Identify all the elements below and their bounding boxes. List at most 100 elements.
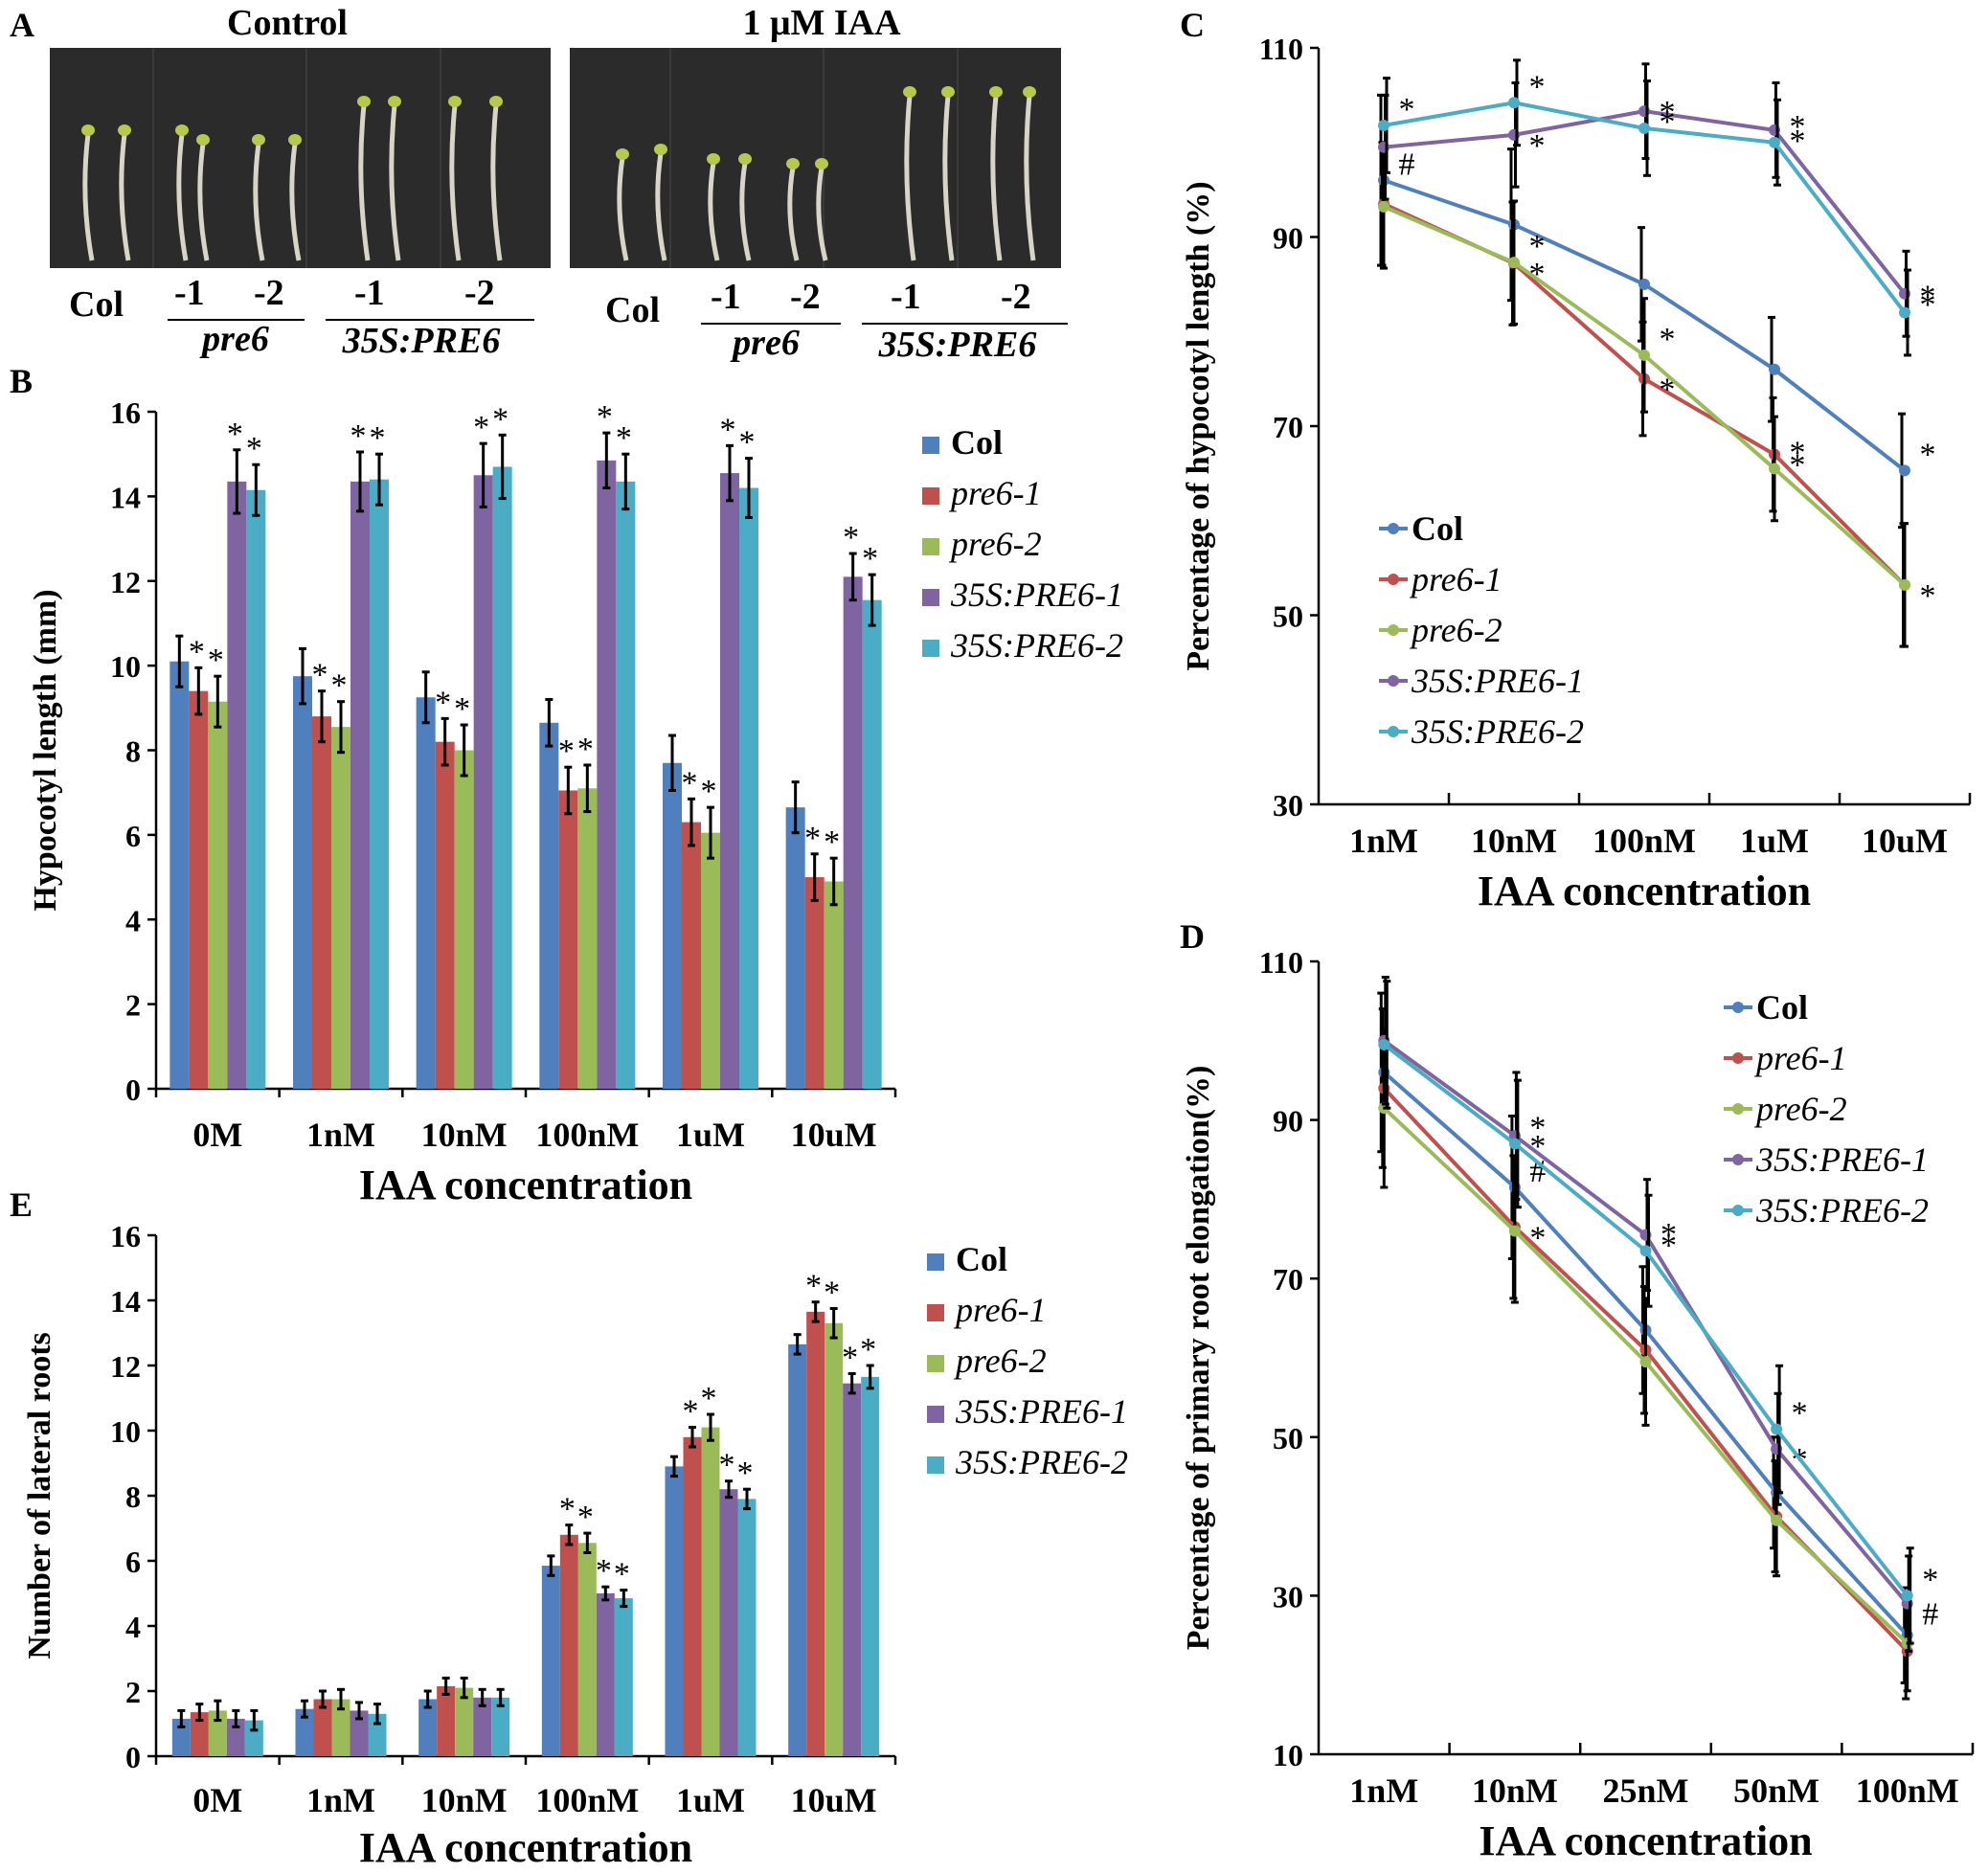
- chart-b-category-label: 10uM: [791, 1116, 877, 1154]
- chart-e-category-label: 10uM: [791, 1781, 877, 1819]
- chart-c-significance-mark: *: [1790, 109, 1806, 145]
- chart-c-point-35s-pre6-2: [1508, 97, 1520, 109]
- chart-c-y-tick-label: 50: [1273, 599, 1303, 634]
- chart-e-bar-pre6-2: [331, 1699, 350, 1756]
- photo-control: [50, 48, 551, 268]
- chart-c-significance-mark: #: [1399, 147, 1415, 182]
- chart-d-significance-mark: *: [1660, 1229, 1677, 1264]
- seedling-stem: [82, 133, 95, 261]
- chart-e-legend-swatch: [927, 1406, 944, 1423]
- chart-b-bar-pre6-1: [312, 716, 331, 1089]
- chart-b-category-label: 1uM: [676, 1116, 745, 1154]
- photo-title-control: Control: [227, 3, 348, 43]
- seedling-cotyledon: [989, 86, 1003, 98]
- chart-e-legend-label: Col: [956, 1240, 1007, 1278]
- seedling-cotyledon: [1023, 86, 1036, 98]
- chart-b-bar-35s-pre6-2: [739, 487, 758, 1090]
- seedling-stem: [739, 162, 752, 261]
- chart-d-legend-marker: [1732, 1052, 1744, 1064]
- seedling-stem: [490, 104, 503, 261]
- chart-e-y-tick-label: 10: [110, 1414, 141, 1449]
- chart-d-point-pre6-2: [1771, 1514, 1783, 1526]
- chart-b-legend-swatch: [922, 640, 939, 657]
- chart-d-significance-mark: #: [1529, 1154, 1546, 1189]
- chart-e-legend-swatch: [927, 1304, 944, 1321]
- chart-b-significance-mark: *: [824, 824, 840, 860]
- chart-b-significance-mark: *: [577, 732, 594, 767]
- chart-d-category-label: 1nM: [1349, 1771, 1418, 1810]
- chart-c-legend-marker: [1388, 574, 1399, 585]
- chart-b-y-tick-label: 12: [110, 565, 141, 599]
- chart-b-category-label: 0M: [192, 1116, 242, 1154]
- chart-e-bar-35s-pre6-2: [737, 1499, 757, 1756]
- chart-e-bar-pre6-1: [806, 1311, 825, 1756]
- chart-c-legend-marker: [1388, 726, 1399, 737]
- seedling-stem: [1024, 95, 1036, 261]
- chart-d-legend-marker: [1732, 1002, 1744, 1013]
- chart-c-category-label: 10nM: [1471, 822, 1557, 860]
- chart-b-significance-mark: *: [843, 520, 859, 555]
- chart-b-bar-35s-pre6-2: [492, 466, 512, 1090]
- chart-b-bar-pre6-2: [208, 701, 228, 1089]
- chart-e-bar-col: [295, 1708, 314, 1756]
- chart-d-y-axis-label: Percentage of primary root elongation(%): [1181, 1066, 1216, 1651]
- chart-b-bar-col: [663, 762, 682, 1089]
- chart-e-legend-label: pre6-2: [953, 1342, 1047, 1380]
- chart-d-y-tick-label: 70: [1273, 1262, 1303, 1297]
- chart-d-category-label: 100nM: [1856, 1771, 1959, 1810]
- chart-b-bar-35s-pre6-1: [350, 481, 370, 1089]
- chart-b-bar-35s-pre6-1: [597, 460, 617, 1089]
- seedling-stem: [816, 167, 828, 261]
- chart-d-y-tick-label: 90: [1273, 1104, 1303, 1139]
- chart-c-legend-marker: [1388, 523, 1399, 534]
- seedling-cotyledon: [616, 148, 629, 160]
- chart-e-bar-pre6-2: [825, 1322, 844, 1756]
- chart-b-bar-pre6-2: [331, 727, 350, 1089]
- chart-b-bar-35s-pre6-2: [862, 599, 882, 1089]
- chart-b-category-label: 100nM: [535, 1116, 639, 1154]
- chart-b-bar-pre6-1: [189, 690, 209, 1089]
- chart-d-significance-mark: *: [1792, 1396, 1808, 1432]
- label-35s-2-iaa: -2: [1001, 277, 1031, 317]
- chart-d-point-35s-pre6-2: [1378, 1038, 1390, 1050]
- chart-b-significance-mark: *: [862, 541, 878, 576]
- chart-c-point-pre6-2: [1899, 578, 1910, 591]
- panel-letter-e: E: [10, 1185, 33, 1224]
- chart-e-legend-swatch: [927, 1456, 944, 1474]
- chart-d-significance-mark: #: [1922, 1597, 1938, 1633]
- chart-c-category-label: 100nM: [1593, 822, 1696, 860]
- chart-e-bar-col: [171, 1718, 191, 1756]
- chart-b-legend-label: 35S:PRE6-2: [950, 626, 1123, 665]
- chart-b-significance-mark: *: [227, 417, 243, 452]
- chart-d-legend-marker: [1732, 1103, 1744, 1115]
- chart-b-bar-35s-pre6-2: [246, 489, 266, 1089]
- chart-b-x-axis-label: IAA concentration: [359, 1162, 692, 1208]
- label-35s-control: 35S:PRE6: [342, 321, 501, 361]
- chart-e-significance-mark: *: [719, 1448, 735, 1483]
- seedling-cotyledon: [118, 124, 131, 136]
- photo-iaa: [570, 48, 1061, 268]
- chart-c-point-35s-pre6-2: [1899, 306, 1910, 319]
- seedling-cotyledon: [738, 153, 752, 165]
- chart-d-y-tick-label: 30: [1273, 1579, 1303, 1613]
- chart-b-y-tick-label: 2: [125, 988, 141, 1023]
- chart-b-significance-mark: *: [350, 418, 367, 454]
- chart-b-bar-col: [416, 697, 436, 1089]
- chart-b-significance-mark: *: [616, 420, 632, 456]
- chart-b-y-axis-label: Hypocotyl length (mm): [28, 589, 63, 911]
- chart-c-legend-label: Col: [1412, 509, 1463, 548]
- chart-c-point-pre6-2: [1638, 349, 1650, 361]
- chart-c-point-col: [1638, 278, 1650, 290]
- chart-e-bar-35s-pre6-2: [368, 1713, 387, 1756]
- seedling-cotyledon: [196, 134, 210, 146]
- chart-b-y-tick-label: 0: [125, 1072, 141, 1107]
- chart-b-significance-mark: *: [473, 410, 489, 445]
- seedling-stem: [389, 104, 401, 261]
- chart-e-bar-35s-pre6-1: [473, 1697, 492, 1756]
- chart-e-bar-pre6-2: [208, 1710, 227, 1756]
- chart-c-category-label: 10uM: [1862, 822, 1948, 860]
- chart-d-point-35s-pre6-2: [1771, 1423, 1783, 1435]
- chart-b-significance-mark: *: [701, 774, 717, 809]
